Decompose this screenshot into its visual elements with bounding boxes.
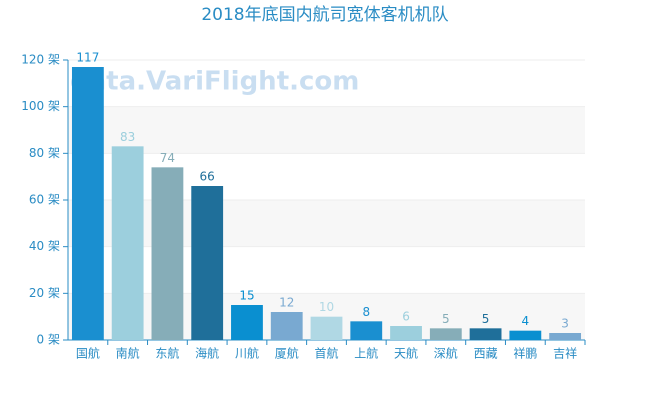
x-tick-label: 国航 [76,346,100,361]
data-label: 74 [160,151,175,165]
x-tick-label: 海航 [195,346,219,361]
data-label: 4 [522,314,530,328]
x-tick-label: 南航 [116,346,140,361]
x-tick-label: 西藏 [474,347,498,361]
bar [509,330,542,340]
x-tick-label: 川航 [235,346,259,361]
x-tick-label: 上航 [354,346,378,361]
x-tick-label: 吉祥 [553,347,577,361]
bar [390,326,422,340]
data-label: 8 [362,305,370,319]
x-tick-label: 首航 [314,346,338,361]
bar [71,67,104,340]
data-label: 5 [442,312,450,326]
grid-band [68,106,585,154]
bar [270,312,303,340]
bar [111,146,144,340]
data-label: 5 [482,312,490,326]
data-label: 3 [561,317,569,331]
data-label: 83 [120,130,135,144]
y-tick-label: 100 架 [21,99,60,113]
y-tick-label: 80 架 [29,146,60,160]
y-tick-label: 20 架 [29,286,60,300]
bar [350,321,383,340]
bar [231,305,263,340]
bar [151,167,184,340]
grid-band [68,200,585,247]
bar [191,186,224,340]
bar [549,333,582,340]
x-tick-label: 东航 [155,346,179,361]
data-label: 15 [239,289,254,303]
data-label: 117 [76,51,99,65]
data-label: 66 [200,170,215,184]
bar [429,328,462,340]
data-label: 10 [319,300,334,314]
x-tick-label: 天航 [394,346,418,361]
y-tick-label: 60 架 [29,193,60,207]
y-tick-label: 120 架 [21,53,60,67]
data-label: 6 [402,310,410,324]
x-tick-label: 厦航 [275,346,299,361]
data-label: 12 [279,296,294,310]
chart-title: 2018年底国内航司宽体客机机队 [201,5,448,25]
bar [310,316,343,340]
y-tick-label: 40 架 [29,239,60,253]
bar [469,328,502,340]
watermark: data.VariFlight.com [70,67,359,97]
y-tick-label: 0 架 [37,333,60,347]
x-tick-label: 深航 [434,346,458,361]
x-tick-label: 祥鹏 [513,347,537,361]
